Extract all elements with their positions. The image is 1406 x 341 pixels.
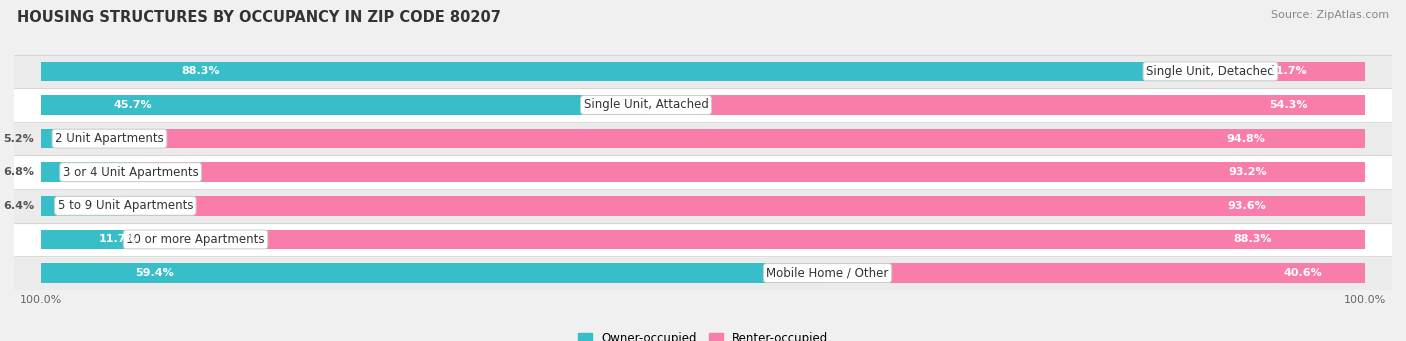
Text: 2 Unit Apartments: 2 Unit Apartments — [55, 132, 165, 145]
Text: 10 or more Apartments: 10 or more Apartments — [127, 233, 264, 246]
Text: 5 to 9 Unit Apartments: 5 to 9 Unit Apartments — [58, 199, 193, 212]
Text: 45.7%: 45.7% — [114, 100, 152, 110]
Bar — [131, 162, 1365, 182]
Bar — [125, 196, 1365, 216]
Text: Single Unit, Detached: Single Unit, Detached — [1146, 65, 1275, 78]
Legend: Owner-occupied, Renter-occupied: Owner-occupied, Renter-occupied — [572, 327, 834, 341]
Text: HOUSING STRUCTURES BY OCCUPANCY IN ZIP CODE 80207: HOUSING STRUCTURES BY OCCUPANCY IN ZIP C… — [17, 10, 501, 25]
Text: 6.8%: 6.8% — [3, 167, 34, 177]
Bar — [41, 263, 828, 283]
Text: 3 or 4 Unit Apartments: 3 or 4 Unit Apartments — [63, 166, 198, 179]
Text: 93.6%: 93.6% — [1227, 201, 1267, 211]
Text: 6.4%: 6.4% — [3, 201, 34, 211]
Bar — [41, 95, 645, 115]
Text: 11.7%: 11.7% — [98, 234, 138, 244]
Text: 40.6%: 40.6% — [1284, 268, 1323, 278]
Text: Single Unit, Attached: Single Unit, Attached — [583, 99, 709, 112]
Text: 11.7%: 11.7% — [1268, 66, 1308, 76]
Bar — [110, 129, 1365, 148]
Bar — [41, 162, 131, 182]
Bar — [41, 230, 195, 249]
Bar — [645, 95, 1365, 115]
Bar — [828, 263, 1365, 283]
Bar — [41, 129, 110, 148]
Text: 93.2%: 93.2% — [1227, 167, 1267, 177]
Bar — [195, 230, 1365, 249]
Text: Mobile Home / Other: Mobile Home / Other — [766, 267, 889, 280]
Text: 59.4%: 59.4% — [135, 268, 174, 278]
Bar — [1211, 62, 1365, 81]
Bar — [14, 223, 1392, 256]
Text: 88.3%: 88.3% — [181, 66, 219, 76]
Text: 5.2%: 5.2% — [3, 134, 34, 144]
Bar — [14, 55, 1392, 88]
Text: 88.3%: 88.3% — [1233, 234, 1272, 244]
Text: 54.3%: 54.3% — [1270, 100, 1308, 110]
Bar — [14, 122, 1392, 155]
Bar — [14, 155, 1392, 189]
Text: 94.8%: 94.8% — [1226, 134, 1265, 144]
Bar — [41, 196, 125, 216]
Text: Source: ZipAtlas.com: Source: ZipAtlas.com — [1271, 10, 1389, 20]
Bar — [14, 256, 1392, 290]
Bar — [14, 189, 1392, 223]
Bar — [41, 62, 1211, 81]
Bar — [14, 88, 1392, 122]
